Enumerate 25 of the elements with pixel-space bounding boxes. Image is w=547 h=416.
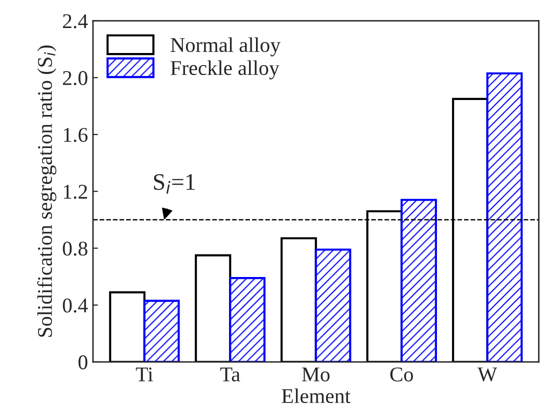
x-tick-label: Co [390, 367, 413, 382]
bar [400, 198, 437, 362]
legend-label: Freckle alloy [170, 60, 280, 80]
bar [229, 277, 266, 362]
bar [486, 72, 523, 362]
y-tick-label: 0 [78, 355, 88, 370]
bar [109, 291, 146, 362]
bar [314, 248, 352, 362]
y-tick-label: 0.8 [62, 242, 88, 256]
x-tick-label: W [478, 368, 498, 382]
y-tick-label: 2.4 [63, 14, 88, 28]
x-axis-title: Element [282, 388, 350, 404]
x-tick-label: Ta [220, 368, 240, 382]
legend-label: Normal alloy [170, 37, 280, 56]
y-tick-label: 1.6 [64, 128, 88, 142]
y-axis-title: Solidification segregation ratio (S$_{i}$) [37, 46, 56, 337]
ref-line-label: S$_{i}$=1 [154, 174, 195, 194]
y-tick-label: 1.2 [64, 184, 87, 199]
x-tick-label: Mo [302, 368, 330, 382]
bar [143, 300, 180, 362]
bar [194, 254, 232, 362]
y-tick-label: 0.4 [62, 298, 88, 313]
bar [280, 237, 317, 362]
x-tick-label: Ti [136, 367, 153, 382]
y-tick-label: 2.0 [63, 71, 88, 86]
